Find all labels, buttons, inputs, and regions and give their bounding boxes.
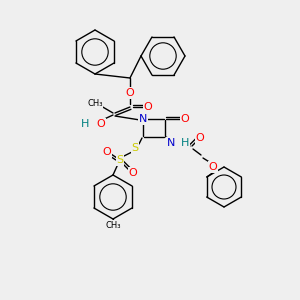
Text: O: O <box>208 162 217 172</box>
Text: CH₃: CH₃ <box>87 98 103 107</box>
Text: O: O <box>96 119 105 129</box>
Text: H: H <box>81 119 89 129</box>
Text: O: O <box>126 88 134 98</box>
Text: O: O <box>196 133 204 143</box>
Text: CH₃: CH₃ <box>105 220 121 230</box>
Text: S: S <box>116 155 124 165</box>
Text: S: S <box>131 143 139 153</box>
Text: O: O <box>144 102 152 112</box>
Text: O: O <box>181 114 189 124</box>
Text: O: O <box>129 168 137 178</box>
Text: O: O <box>103 147 111 157</box>
Text: N: N <box>139 114 147 124</box>
Text: H: H <box>181 138 189 148</box>
Text: N: N <box>167 138 175 148</box>
